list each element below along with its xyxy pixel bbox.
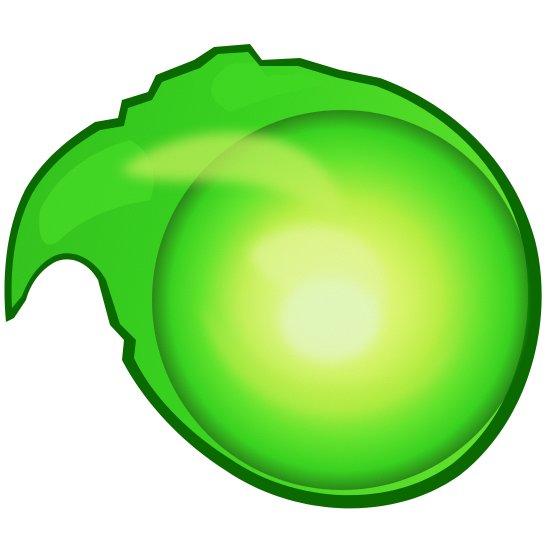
grain-overlay	[11, 52, 529, 496]
